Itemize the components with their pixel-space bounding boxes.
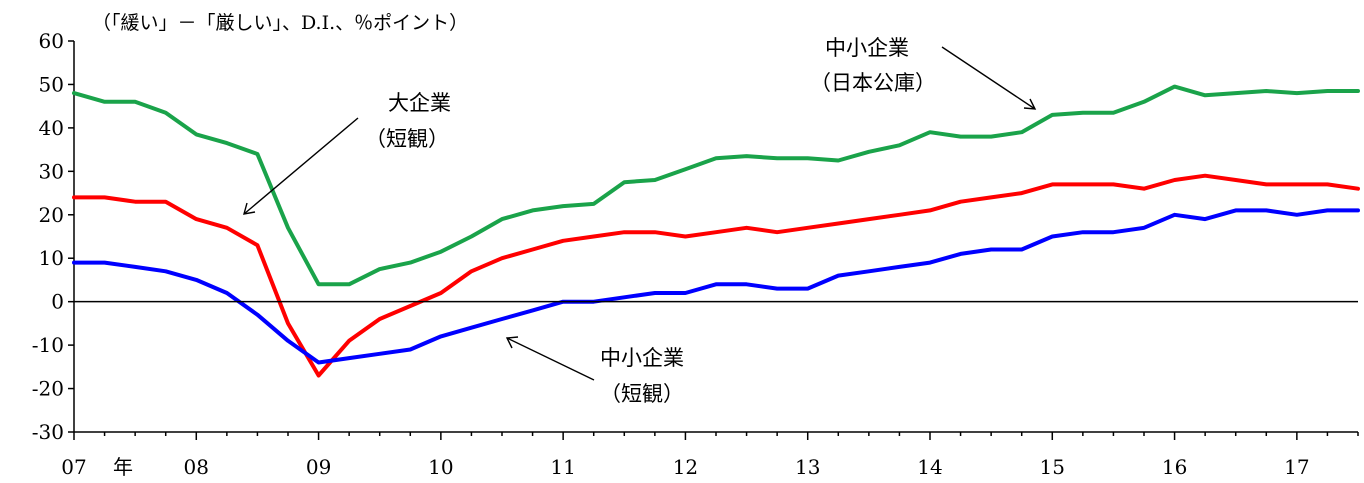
annotation-large-tankan-arrow [243,117,359,215]
x-tick-label: 08 [184,455,209,479]
y-tick-label: -10 [32,333,64,357]
x-tick-label: 10 [428,455,453,479]
annotation-large-tankan-line2: （短観） [365,127,449,151]
y-tick-label: -30 [32,420,64,444]
y-tick-label: 0 [51,290,64,314]
y-tick-label: 60 [39,29,64,53]
annotation-sme-tankan-arrowhead [505,336,519,349]
x-tick-label: 15 [1040,455,1065,479]
x-tick-label: 11 [550,455,575,479]
unit-label: （「緩い」－「厳しい」、D.I.、％ポイント） [92,12,468,34]
y-tick-label: 30 [39,159,64,183]
x-axis: 07 08 09 10 11 12 13 14 15 16 17 [61,431,1359,479]
annotation-sme-jfc-arrow [941,46,1036,110]
annotation-large-tankan-arrowhead [243,202,256,215]
annotation-sme-jfc-line2: （日本公庫） [810,71,936,95]
annotation-sme-tankan-line2: （短観） [600,382,684,406]
x-tick-label: 09 [306,455,331,479]
y-tick-label: 20 [39,203,64,227]
y-axis: -30 -20 -10 0 10 20 30 40 50 60 [32,29,75,444]
annotation-sme-tankan-line1: 中小企業 [600,346,684,370]
y-tick-label: 50 [39,72,64,96]
y-tick-label: -20 [32,377,64,401]
series-line-large_tankan [72,173,1360,378]
x-tick-label: 17 [1284,455,1309,479]
y-tick-label: 10 [39,246,64,270]
x-tick-label: 13 [795,455,820,479]
annotation-large-tankan-line1: 大企業 [388,91,451,115]
series-line-sme_tankan [72,208,1360,365]
x-axis-year-suffix: 年 [113,455,133,479]
annotation-sme-jfc-arrowhead [1023,98,1037,110]
x-tick-label: 16 [1162,455,1187,479]
x-tick-label: 12 [673,455,698,479]
annotation-sme-jfc-line1: 中小企業 [825,36,909,60]
series-line-sme_jfc [72,84,1360,287]
series-layer [72,84,1360,378]
x-tick-label: 14 [917,455,942,479]
x-tick-label: 07 [61,455,86,479]
annotation-sme-tankan-arrow [506,337,595,381]
y-tick-label: 40 [39,116,64,140]
